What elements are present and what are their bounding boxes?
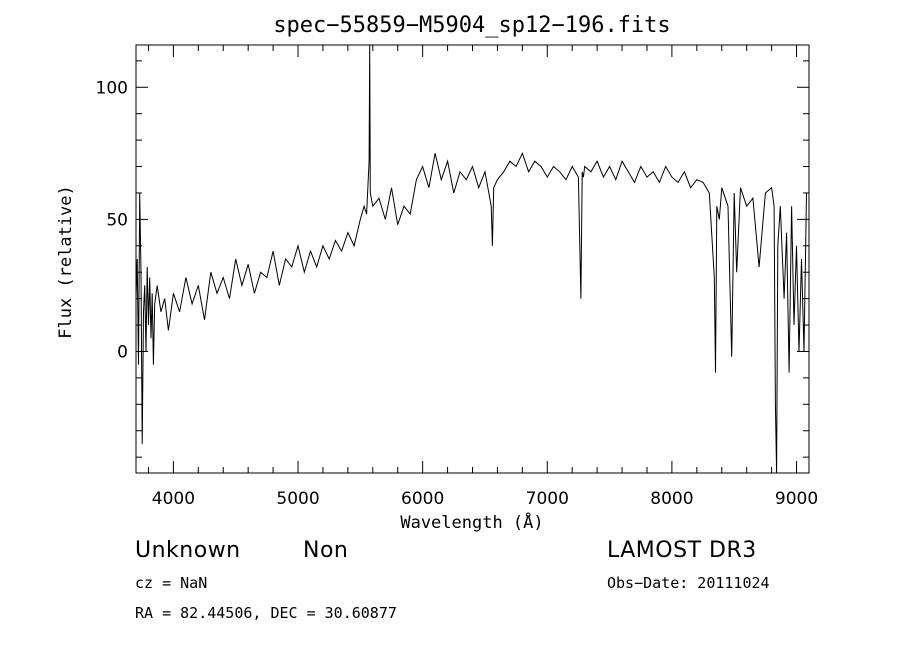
plot-frame xyxy=(135,44,810,474)
survey-label: LAMOST DR3 xyxy=(607,538,757,563)
x-tick-label: 8000 xyxy=(650,489,693,509)
object-subclass-label: Non xyxy=(303,538,349,563)
coordinates-label: RA = 82.44506, DEC = 30.60877 xyxy=(135,604,397,622)
axis-tick-labels: 4000 5000 6000 7000 8000 9000 0 50 100 xyxy=(96,78,819,509)
axis-ticks xyxy=(136,45,809,473)
y-tick-label: 100 xyxy=(96,78,128,98)
x-tick-label: 4000 xyxy=(152,489,195,509)
object-class-label: Unknown xyxy=(135,538,241,563)
x-axis-label: Wavelength (Å) xyxy=(400,511,543,533)
spectrum-line xyxy=(135,44,807,474)
chart-title: spec−55859−M5904_sp12−196.fits xyxy=(273,13,670,38)
obs-date-label: Obs−Date: 20111024 xyxy=(607,574,770,592)
y-tick-label: 0 xyxy=(117,342,128,362)
x-tick-label: 9000 xyxy=(775,489,818,509)
redshift-label: cz = NaN xyxy=(135,574,208,592)
y-axis-label: Flux (relative) xyxy=(56,185,76,339)
y-tick-label: 50 xyxy=(106,210,128,230)
x-tick-label: 6000 xyxy=(401,489,444,509)
x-tick-label: 5000 xyxy=(276,489,319,509)
x-tick-label: 7000 xyxy=(526,489,569,509)
